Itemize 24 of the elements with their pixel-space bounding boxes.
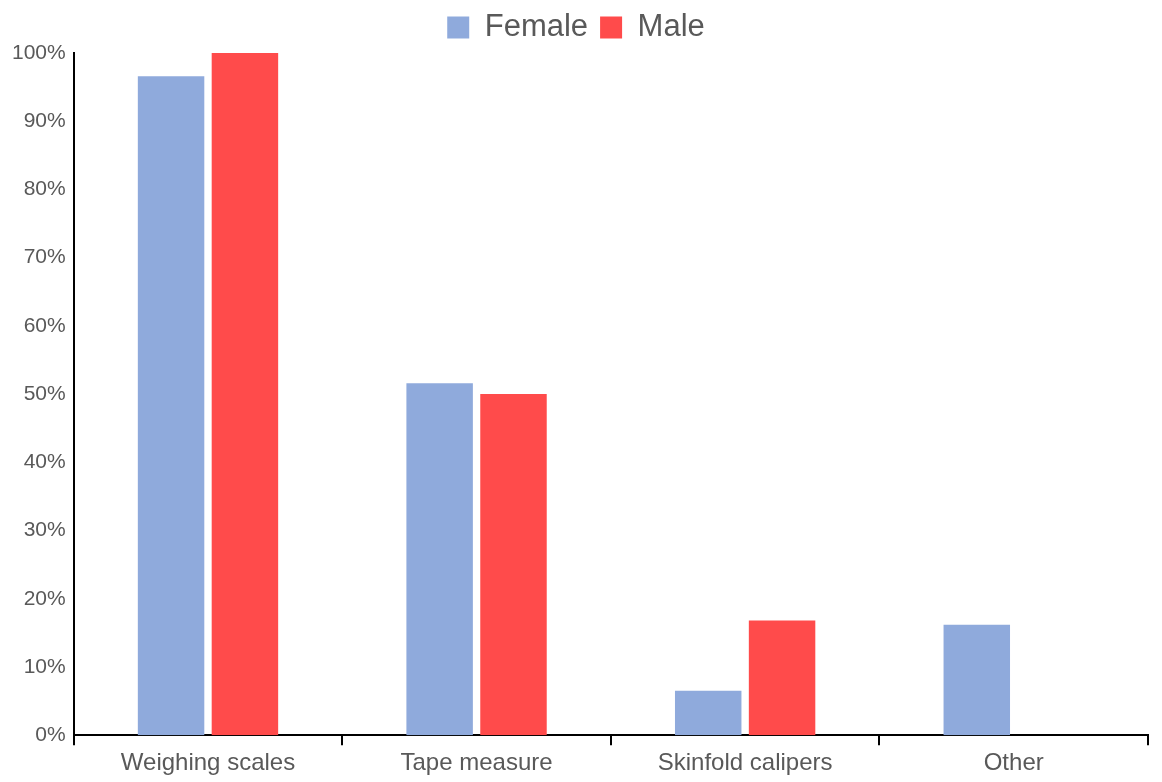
y-tick-label: 0% [35, 722, 66, 745]
bar [406, 383, 473, 736]
bar [674, 690, 742, 736]
y-tick-label: 20% [23, 585, 66, 609]
x-tick-label: Skinfold calipers [657, 748, 833, 776]
y-tick-label: 10% [23, 653, 66, 677]
x-tick-label: Tape measure [400, 748, 553, 776]
legend-label: Female [484, 8, 589, 44]
y-tick-label: 80% [23, 176, 66, 200]
bar [748, 620, 816, 736]
legend-label: Male [637, 8, 705, 44]
y-tick-label: 70% [23, 244, 66, 268]
y-tick-label: 50% [23, 380, 66, 404]
bar [480, 394, 547, 736]
y-tick-label: 30% [23, 517, 66, 541]
y-tick-label: 100% [11, 39, 66, 63]
y-tick-label: 60% [23, 312, 66, 336]
x-tick-label: Weighing scales [120, 748, 296, 776]
x-tick-label: Other [983, 748, 1044, 776]
bar [943, 624, 1011, 736]
bar [137, 76, 205, 736]
bar [211, 53, 279, 736]
y-tick-label: 90% [23, 108, 66, 132]
y-tick-label: 40% [23, 449, 66, 473]
